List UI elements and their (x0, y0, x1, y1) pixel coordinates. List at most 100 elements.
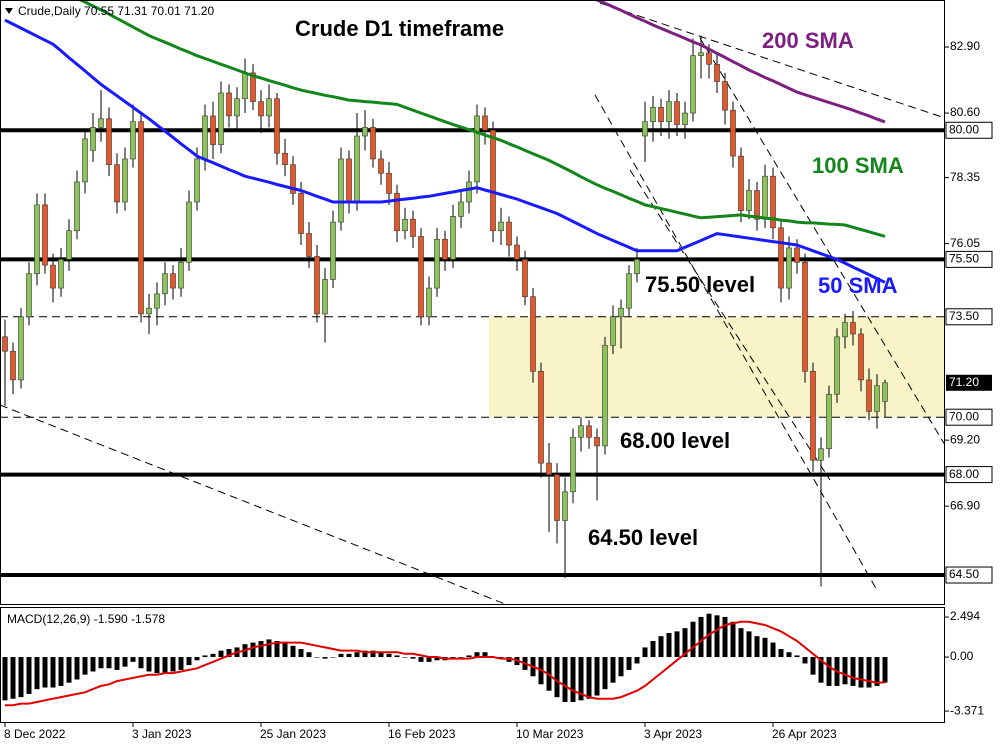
signal-line (5, 620, 886, 707)
candle-body (538, 370, 544, 464)
candle-body (754, 190, 760, 220)
macd-bar (682, 628, 688, 658)
candle-body (274, 98, 280, 154)
x-tick-label: 26 Apr 2023 (772, 727, 837, 741)
macd-bar (162, 657, 168, 674)
level-label: 70.00 (949, 409, 979, 423)
macd-bar (594, 657, 600, 696)
candle-body (666, 101, 672, 122)
candle-body (850, 322, 856, 335)
axes (0, 0, 949, 727)
macd-bar (786, 652, 792, 658)
macd-bar (418, 657, 424, 662)
candle-body (426, 287, 432, 318)
level-label-box (945, 308, 993, 326)
candle-body (746, 190, 752, 211)
macd-bar (714, 615, 720, 658)
macd-bar (226, 649, 232, 658)
candle-body (602, 345, 608, 447)
x-tick-label: 10 Mar 2023 (516, 727, 584, 741)
level-label: 68.00 (949, 467, 979, 481)
macd-bar (306, 652, 312, 658)
sma-label: 200 SMA (762, 28, 854, 53)
candle-body (834, 336, 840, 395)
macd-bar (362, 650, 368, 658)
candle-body (466, 181, 472, 203)
macd-bar (602, 657, 608, 690)
candle-body (410, 218, 416, 237)
candle-body (714, 63, 720, 82)
candle-body (778, 227, 784, 289)
candle-body (634, 259, 640, 275)
candle-body (234, 98, 240, 117)
candle-body (282, 152, 288, 166)
candle-body (90, 127, 96, 151)
level-label-box (945, 408, 993, 426)
candle-body (178, 261, 184, 289)
level-label-box (945, 121, 993, 139)
macd-bar (194, 657, 200, 661)
candle-body (514, 244, 520, 260)
candle-body (330, 221, 336, 280)
price-frame (0, 0, 945, 605)
candle-body (882, 382, 888, 402)
candle-body (10, 350, 16, 381)
candle-body (498, 221, 504, 231)
macd-bar (114, 657, 120, 670)
candle-body (18, 316, 24, 381)
candle-body (370, 127, 376, 160)
candle-body (2, 336, 8, 352)
candle-body (562, 491, 568, 521)
candle-body (530, 296, 536, 372)
trendline (699, 37, 945, 446)
annotation: 64.50 level (588, 525, 698, 550)
candle-body (554, 474, 560, 521)
level-label-box (945, 466, 993, 484)
level-label: 73.50 (949, 309, 979, 323)
trendline (629, 169, 831, 481)
x-tick-label: 3 Apr 2023 (644, 727, 702, 741)
candle-body (346, 158, 352, 203)
macd-bar (554, 657, 560, 698)
macd-bar (26, 657, 32, 694)
annotation: 75.50 level (645, 272, 755, 297)
macd-bar (698, 616, 704, 658)
macd-bar (794, 655, 800, 658)
candle-body (106, 118, 112, 166)
candle-body (546, 462, 552, 475)
candle-body (642, 121, 648, 137)
symbol-info: Crude,Daily 70.55 71.31 70.01 71.20 (18, 4, 214, 18)
macd-bar (170, 657, 176, 672)
candle-body (202, 115, 208, 160)
macd-bar (290, 645, 296, 658)
macd-bar (570, 657, 576, 702)
y-tick-label: 78.35 (950, 170, 980, 184)
macd-bar (58, 657, 64, 686)
macd-bar (858, 657, 864, 688)
macd-bar (874, 657, 880, 686)
candle-body (322, 279, 328, 315)
macd-bar (106, 657, 112, 669)
macd-bar (298, 649, 304, 658)
macd-bar (378, 652, 384, 658)
candle-body (594, 436, 600, 447)
macd-bar (842, 657, 848, 685)
y-tick-label: 0.00 (950, 649, 974, 663)
macd-bar (882, 657, 888, 683)
y-tick-label: 82.90 (950, 39, 980, 53)
candle-body (138, 121, 144, 315)
candle-body (802, 261, 808, 372)
candle-body (698, 52, 704, 56)
candle-body (626, 273, 632, 309)
macd-bar (330, 657, 336, 658)
y-tick-label: -3.371 (950, 703, 984, 717)
sma-line (4, 18, 886, 284)
last-price-box (946, 374, 992, 391)
chart-title: Crude D1 timeframe (295, 16, 504, 41)
candle-body (386, 173, 392, 194)
macd-title: MACD(12,26,9) -1.590 -1.578 (7, 612, 165, 626)
candle-body (842, 322, 848, 338)
y-tick-label: 66.90 (950, 498, 980, 512)
candle-body (794, 247, 800, 263)
candle-body (722, 81, 728, 111)
